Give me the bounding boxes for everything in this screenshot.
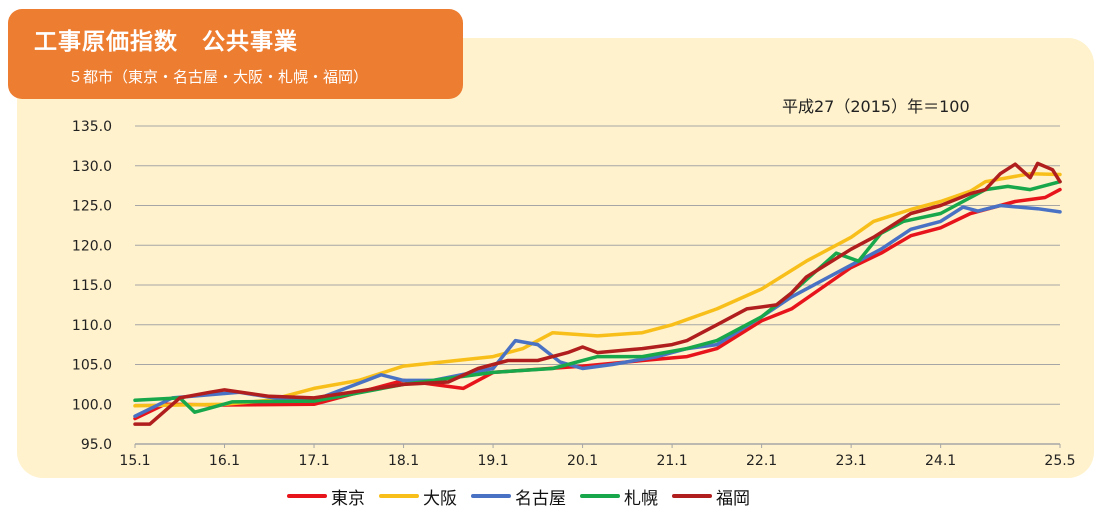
y-tick-label: 100.0 xyxy=(72,397,112,413)
legend-swatch xyxy=(580,494,620,498)
x-tick-label: 18.1 xyxy=(388,453,419,469)
x-tick-label: 19.1 xyxy=(477,453,508,469)
x-tick-label: 22.1 xyxy=(746,453,777,469)
legend-swatch xyxy=(379,494,419,498)
legend-swatch xyxy=(672,494,712,498)
series-lines xyxy=(133,161,1062,426)
legend-swatch xyxy=(471,494,511,498)
legend-label: 大阪 xyxy=(423,488,457,509)
legend-label: 福岡 xyxy=(716,488,750,509)
y-tick-label: 115.0 xyxy=(72,278,112,294)
y-tick-label: 95.0 xyxy=(81,437,112,453)
legend-item: 札幌 xyxy=(580,484,658,509)
y-tick-label: 125.0 xyxy=(72,199,112,215)
x-tick-label: 23.1 xyxy=(836,453,867,469)
x-tick-label: 17.1 xyxy=(298,453,329,469)
series-line-4 xyxy=(133,161,1062,426)
x-tick-label: 24.1 xyxy=(925,453,956,469)
x-tick-label: 21.1 xyxy=(657,453,688,469)
title-banner: 工事原価指数 公共事業 ５都市（東京・名古屋・大阪・札幌・福岡） xyxy=(8,9,463,99)
legend-item: 東京 xyxy=(287,484,365,509)
series-line-1 xyxy=(133,171,1062,408)
chart-title: 工事原価指数 公共事業 xyxy=(34,29,298,55)
x-tick-label: 16.1 xyxy=(209,453,240,469)
legend-item: 名古屋 xyxy=(471,484,566,509)
axis-labels: 95.0 100.0 105.0 110.0 115.0 120.0 125.0 130.0 1… xyxy=(72,119,1076,469)
x-tick-label: 25.5 xyxy=(1044,453,1075,469)
legend-label: 名古屋 xyxy=(515,488,566,509)
y-tick-label: 120.0 xyxy=(72,238,112,254)
x-tick-label: 20.1 xyxy=(567,453,598,469)
y-tick-label: 130.0 xyxy=(72,159,112,175)
legend-swatch xyxy=(287,494,327,498)
legend: 東京 大阪 名古屋 札幌 福岡 xyxy=(287,484,764,509)
series-line-3 xyxy=(133,179,1062,414)
y-tick-label: 105.0 xyxy=(72,358,112,374)
legend-label: 札幌 xyxy=(624,488,658,509)
legend-item: 大阪 xyxy=(379,484,457,509)
y-tick-label: 135.0 xyxy=(72,119,112,135)
series-line-2 xyxy=(133,203,1062,418)
chart-subtitle: ５都市（東京・名古屋・大阪・札幌・福岡） xyxy=(68,68,369,86)
x-tick-label: 15.1 xyxy=(119,453,150,469)
legend-label: 東京 xyxy=(331,488,365,509)
legend-item: 福岡 xyxy=(672,484,750,509)
series-line-0 xyxy=(133,187,1062,421)
base-year-note: 平成27（2015）年＝100 xyxy=(782,97,970,116)
y-tick-label: 110.0 xyxy=(72,318,112,334)
